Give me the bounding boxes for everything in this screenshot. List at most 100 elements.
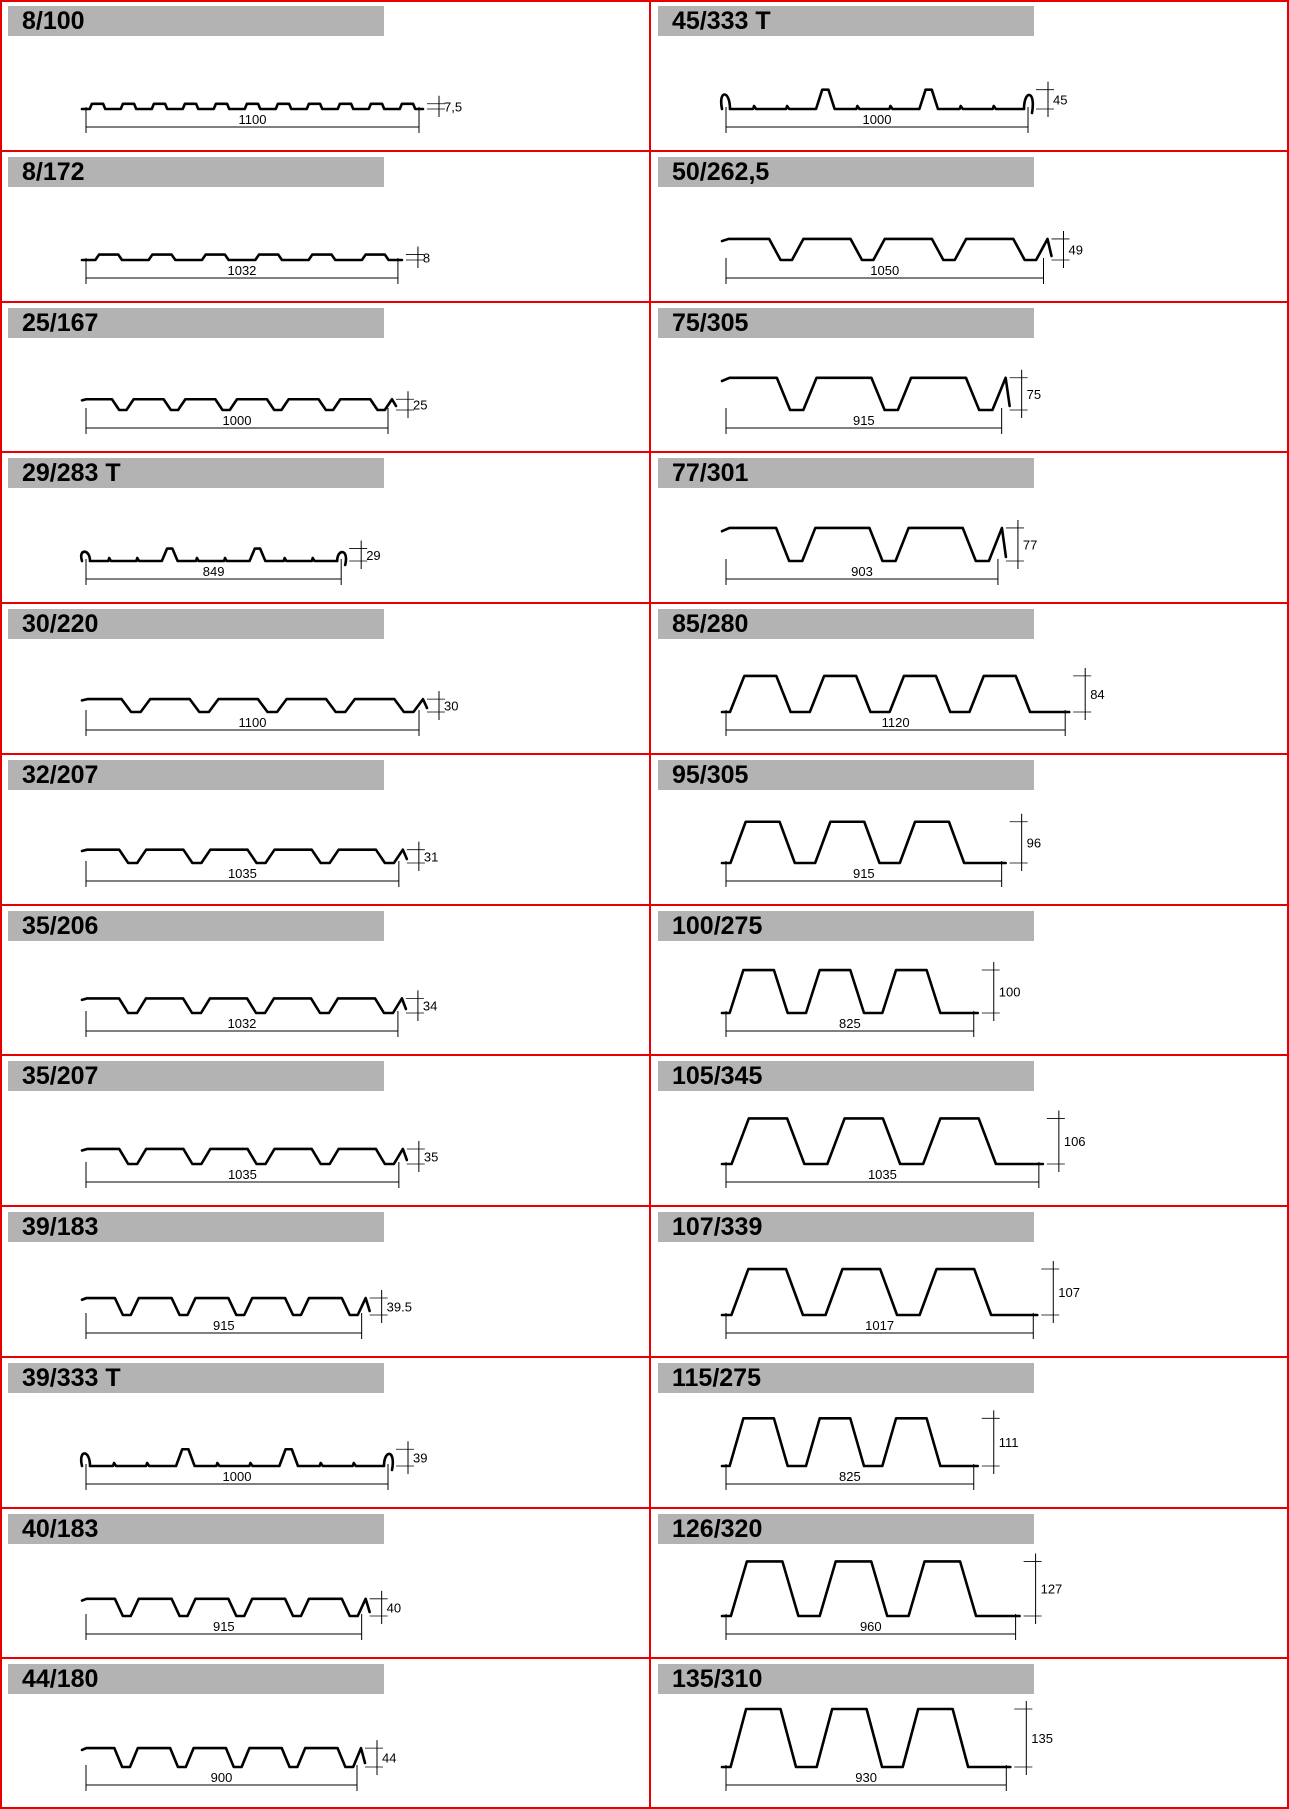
profile-cell: 126/320 960 127 (650, 1508, 1289, 1658)
width-dimension-label: 915 (213, 1619, 235, 1634)
profile-cell: 30/220 1100 30 (0, 603, 650, 754)
profile-drawing: 930 135 (720, 1701, 1053, 1791)
profile-drawing: 849 29 (79, 540, 381, 585)
profile-name: 107/339 (672, 1213, 763, 1241)
width-dimension-label: 900 (211, 1770, 233, 1785)
height-dimension-label: 25 (413, 398, 427, 413)
height-dimension-label: 77 (1023, 537, 1037, 552)
height-dimension-label: 96 (1027, 835, 1041, 850)
width-dimension-label: 1100 (239, 112, 267, 127)
width-dimension-label: 1032 (227, 1016, 256, 1031)
height-dimension-label: 45 (1053, 92, 1067, 107)
profile-title-band (8, 6, 384, 36)
grid-line (0, 451, 1289, 453)
width-dimension-label: 1000 (863, 112, 892, 127)
profile-section-line (80, 1597, 371, 1618)
height-dimension-label: 75 (1027, 387, 1041, 402)
profile-section-line (79, 1447, 395, 1472)
width-dimension-label: 903 (851, 564, 873, 579)
profile-name: 115/275 (672, 1364, 761, 1392)
profile-section-line (720, 376, 1011, 412)
profile-name: 25/167 (22, 309, 99, 337)
profile-section-line (80, 1746, 367, 1769)
height-dimension-label: 30 (444, 699, 458, 714)
profile-title-band (8, 1212, 384, 1242)
profile-title-band (8, 1061, 384, 1091)
grid-line (0, 1205, 1289, 1207)
profile-title-band (658, 1061, 1034, 1091)
profile-title-band (8, 911, 384, 941)
profile-drawing: 825 100 (720, 962, 1021, 1037)
profile-name: 126/320 (672, 1515, 763, 1543)
height-dimension-label: 49 (1069, 242, 1083, 257)
height-dimension-label: 44 (382, 1751, 396, 1766)
profile-drawing: 915 75 (720, 369, 1041, 434)
profile-cell: 50/262,5 1050 49 (650, 151, 1289, 302)
profile-section-line (80, 697, 429, 714)
profile-title-band (8, 609, 384, 639)
profile-title-band (8, 308, 384, 338)
profile-title-band (8, 1363, 384, 1393)
profile-section-line (720, 237, 1053, 262)
profile-name: 40/183 (22, 1515, 99, 1543)
width-dimension-label: 825 (839, 1469, 861, 1484)
profile-section-line (719, 88, 1035, 115)
profile-drawing: 900 44 (80, 1740, 396, 1791)
profile-name: 35/206 (22, 912, 99, 940)
profile-name: 44/180 (22, 1665, 99, 1693)
profile-cell: 45/333 T 1000 45 (650, 0, 1289, 151)
profile-cell: 40/183 915 40 (0, 1508, 650, 1658)
profile-name: 135/310 (672, 1665, 763, 1693)
profile-title-band (658, 1212, 1034, 1242)
profile-section-line (720, 820, 1007, 865)
profile-drawing: 1050 49 (720, 230, 1083, 284)
profile-section-line (80, 397, 398, 412)
width-dimension-label: 1035 (868, 1167, 897, 1182)
profile-cell: 85/280 1120 84 (650, 603, 1289, 754)
width-dimension-label: 1120 (882, 715, 910, 730)
height-dimension-label: 100 (999, 985, 1021, 1000)
height-dimension-label: 29 (366, 548, 380, 563)
profile-drawing: 1032 34 (80, 990, 437, 1037)
profile-section-line (720, 674, 1071, 714)
height-dimension-label: 39.5 (387, 1300, 412, 1315)
profile-cell: 8/100 1100 7,5 (0, 0, 650, 151)
profile-name: 32/207 (22, 761, 99, 789)
profile-drawing: 1000 25 (80, 391, 427, 434)
profile-cell: 35/206 1032 34 (0, 905, 650, 1055)
profile-name: 75/305 (672, 309, 749, 337)
profile-drawing: 825 111 (720, 1410, 1019, 1490)
grid-line (0, 1807, 1289, 1809)
profile-section-line (720, 1707, 1012, 1769)
width-dimension-label: 1035 (228, 1167, 257, 1182)
profile-title-band (8, 1514, 384, 1544)
profile-cell: 105/345 1035 106 (650, 1055, 1289, 1206)
width-dimension-label: 1050 (870, 263, 899, 278)
profile-cell: 75/305 915 75 (650, 302, 1289, 452)
grid-line (0, 150, 1289, 152)
profile-cell: 135/310 930 135 (650, 1658, 1289, 1809)
profile-drawing: 1035 35 (80, 1140, 438, 1188)
profile-name: 50/262,5 (672, 158, 770, 186)
profile-drawing: 1120 84 (720, 667, 1105, 736)
width-dimension-label: 1000 (223, 1469, 252, 1484)
profile-cell: 35/207 1035 35 (0, 1055, 650, 1206)
height-dimension-label: 8 (423, 250, 430, 265)
profile-name: 100/275 (672, 912, 763, 940)
profile-cell: 107/339 1017 107 (650, 1206, 1289, 1357)
height-dimension-label: 35 (424, 1149, 438, 1164)
grid-line (0, 0, 2, 1809)
width-dimension-label: 915 (853, 413, 875, 428)
profile-drawing: 903 77 (720, 519, 1037, 585)
profile-drawing: 1035 31 (80, 841, 438, 887)
grid-line (0, 0, 1289, 2)
profile-drawing: 1100 7,5 (80, 95, 462, 133)
profile-title-band (8, 760, 384, 790)
profile-name: 95/305 (672, 761, 749, 789)
profile-title-band (658, 157, 1034, 187)
profile-cell: 44/180 900 44 (0, 1658, 650, 1809)
grid-line (0, 301, 1289, 303)
width-dimension-label: 1000 (223, 413, 252, 428)
profile-title-band (658, 6, 1034, 36)
